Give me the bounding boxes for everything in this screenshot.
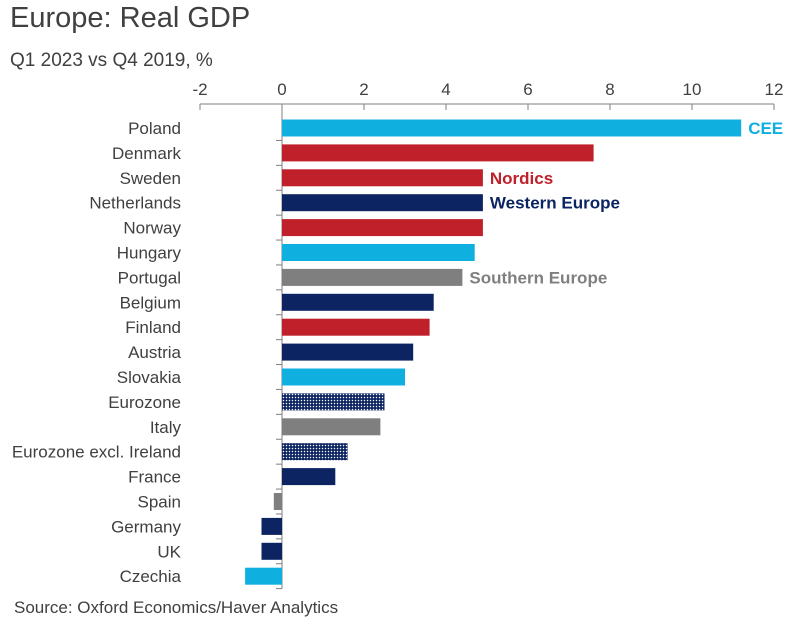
category-label: Finland	[125, 318, 181, 337]
bar	[282, 219, 483, 237]
x-tick-label: 8	[605, 80, 614, 99]
category-label: Norway	[123, 219, 181, 238]
bar	[245, 567, 282, 585]
bar	[282, 268, 463, 286]
bar	[282, 318, 430, 336]
group-annotation: Nordics	[490, 169, 553, 188]
x-tick-label: 0	[277, 80, 286, 99]
bar	[261, 517, 282, 535]
source-note: Source: Oxford Economics/Haver Analytics	[14, 598, 339, 617]
category-label: Austria	[128, 343, 181, 362]
x-tick-label: -2	[192, 80, 207, 99]
bar	[282, 418, 381, 436]
category-label: Czechia	[120, 567, 182, 586]
category-label: France	[128, 468, 181, 487]
category-label: Slovakia	[117, 368, 182, 387]
category-label: Germany	[111, 517, 181, 536]
bar	[282, 194, 483, 212]
bar	[282, 468, 336, 486]
category-label: Sweden	[120, 169, 181, 188]
bar	[282, 293, 434, 311]
category-label: Portugal	[118, 268, 181, 287]
bar	[273, 493, 282, 510]
bar	[282, 169, 483, 187]
bar	[282, 443, 348, 461]
group-annotation: CEE	[748, 119, 783, 138]
bar	[282, 144, 594, 162]
bar	[282, 343, 414, 361]
bar	[282, 368, 405, 386]
category-label: Denmark	[112, 144, 181, 163]
x-tick-label: 12	[765, 80, 784, 99]
category-label: Italy	[150, 418, 182, 437]
bar	[282, 393, 385, 411]
x-tick-label: 6	[523, 80, 532, 99]
category-label: Eurozone	[108, 393, 181, 412]
x-tick-label: 4	[441, 80, 450, 99]
category-label: Eurozone excl. Ireland	[12, 443, 181, 462]
category-label: Belgium	[120, 293, 181, 312]
bar	[261, 542, 282, 560]
category-label: Spain	[138, 493, 181, 512]
category-label: UK	[157, 542, 181, 561]
bar	[282, 244, 475, 261]
category-label: Poland	[128, 119, 181, 138]
group-annotation: Western Europe	[490, 194, 620, 213]
chart-subtitle: Q1 2023 vs Q4 2019, %	[10, 50, 213, 71]
x-tick-label: 10	[683, 80, 702, 99]
category-label: Hungary	[117, 244, 182, 263]
group-annotation: Southern Europe	[469, 268, 607, 287]
bar	[282, 119, 742, 137]
x-tick-label: 2	[359, 80, 368, 99]
category-label: Netherlands	[89, 194, 181, 213]
chart-title: Europe: Real GDP	[10, 2, 251, 34]
